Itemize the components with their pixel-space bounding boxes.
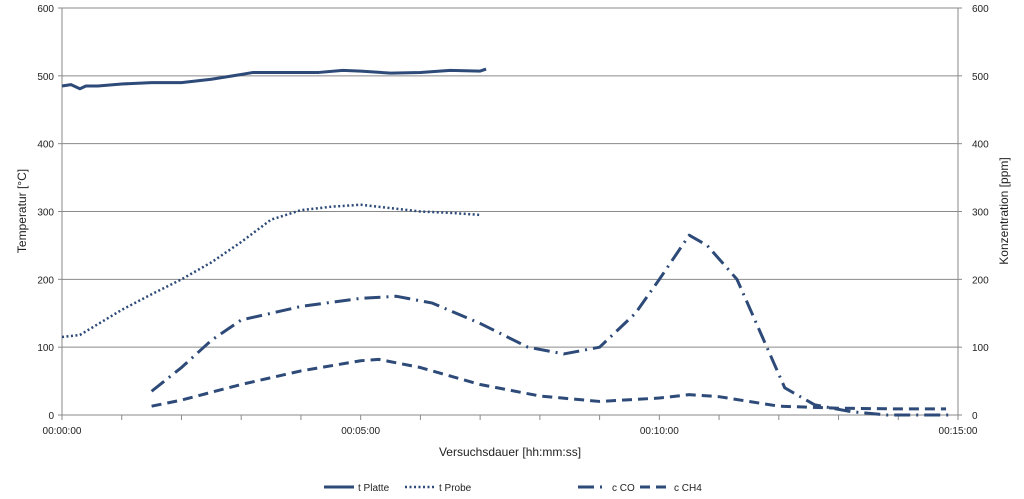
y2-tick-label: 200 [972,275,989,286]
y2-tick-label: 0 [972,411,978,422]
y2-tick-label: 500 [972,72,989,83]
y-tick-label: 600 [37,4,54,15]
y-tick-label: 300 [37,208,54,219]
gridlines [62,7,958,416]
y-axis-title: Temperatur [°C] [15,169,29,253]
legend-label: c CH4 [674,483,702,494]
series-line-c-co [150,233,953,417]
series-line-c-ch4 [151,357,947,411]
series-line-t-platte [61,67,487,91]
y-tick-label: 100 [37,343,54,354]
y-tick-label: 0 [48,411,54,422]
series-line-t-probe [61,203,481,339]
x-axis-title: Versuchsdauer [hh:mm:ss] [439,445,581,459]
x-tick-label: 00:00:00 [43,426,82,437]
y2-tick-label: 300 [972,208,989,219]
series [61,67,953,417]
y-tick-label: 400 [37,140,54,151]
legend-label: c CO [612,483,635,494]
y-tick-label: 200 [37,275,54,286]
axes: 0 0 100 100 200 200 300 300 400 400 500 500 600 600 00… [37,4,989,437]
y2-tick-label: 400 [972,140,989,151]
legend-label: t Probe [439,483,472,494]
legend: t Platte t Probe c CO c CH4 [324,483,702,494]
y-tick-label: 500 [37,72,54,83]
x-tick-label: 00:05:00 [341,426,380,437]
legend-label: t Platte [358,483,390,494]
y2-axis-title: Konzentration [ppm] [997,157,1011,264]
y2-tick-label: 100 [972,343,989,354]
x-tick-label: 00:10:00 [640,426,679,437]
y2-tick-label: 600 [972,4,989,15]
x-tick-label: 00:15:00 [939,426,978,437]
